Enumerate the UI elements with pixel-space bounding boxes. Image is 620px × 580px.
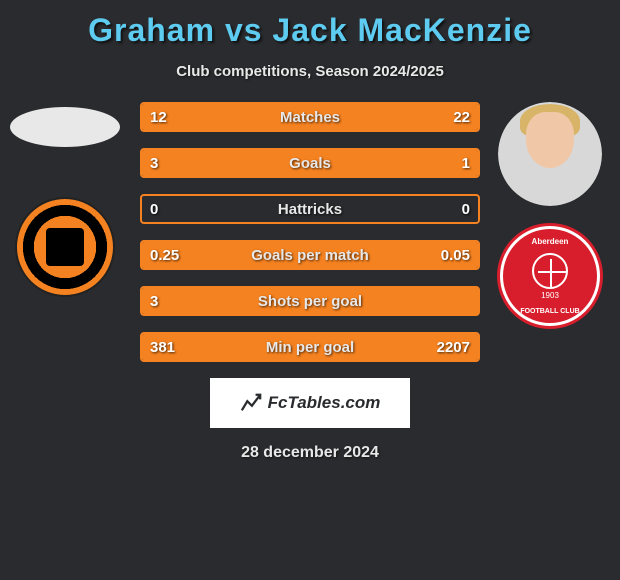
- stat-value-right: 0: [462, 196, 470, 222]
- date-label: 28 december 2024: [0, 444, 620, 462]
- crest-shield-icon: [46, 228, 84, 266]
- crest-bottom-text: FOOTBALL CLUB: [503, 308, 597, 315]
- face-icon: [498, 102, 602, 206]
- club-crest-left: [15, 197, 115, 297]
- player-photo-left: [10, 107, 120, 147]
- stat-row: 12Matches22: [140, 102, 480, 132]
- stat-label: Min per goal: [142, 334, 478, 360]
- comparison-area: Aberdeen 1903 FOOTBALL CLUB 12Matches22 3…: [0, 102, 620, 362]
- right-player-column: Aberdeen 1903 FOOTBALL CLUB: [490, 102, 610, 326]
- football-icon: [532, 253, 568, 289]
- stat-row: 0.25Goals per match0.05: [140, 240, 480, 270]
- crest-year: 1903: [541, 291, 559, 300]
- stat-label: Matches: [142, 104, 478, 130]
- page-subtitle: Club competitions, Season 2024/2025: [0, 63, 620, 80]
- chart-icon: [240, 392, 262, 414]
- stat-label: Shots per goal: [142, 288, 478, 314]
- page-title: Graham vs Jack MacKenzie: [0, 0, 620, 49]
- crest-top-text: Aberdeen: [503, 237, 597, 246]
- stat-value-right: 2207: [437, 334, 470, 360]
- stat-row: 3Goals1: [140, 148, 480, 178]
- club-crest-right: Aberdeen 1903 FOOTBALL CLUB: [500, 226, 600, 326]
- player-photo-right: [498, 102, 602, 206]
- left-player-column: [5, 102, 125, 297]
- stats-bars: 12Matches22 3Goals1 0Hattricks0 0.25Goals p…: [140, 102, 480, 362]
- stat-value-right: 1: [462, 150, 470, 176]
- stat-label: Goals per match: [142, 242, 478, 268]
- stat-label: Goals: [142, 150, 478, 176]
- stat-row: 0Hattricks0: [140, 194, 480, 224]
- stat-row: 3Shots per goal: [140, 286, 480, 316]
- stat-label: Hattricks: [142, 196, 478, 222]
- brand-watermark: FcTables.com: [210, 378, 410, 428]
- stat-value-right: 22: [453, 104, 470, 130]
- brand-text: FcTables.com: [268, 393, 381, 413]
- stat-value-right: 0.05: [441, 242, 470, 268]
- stat-row: 381Min per goal2207: [140, 332, 480, 362]
